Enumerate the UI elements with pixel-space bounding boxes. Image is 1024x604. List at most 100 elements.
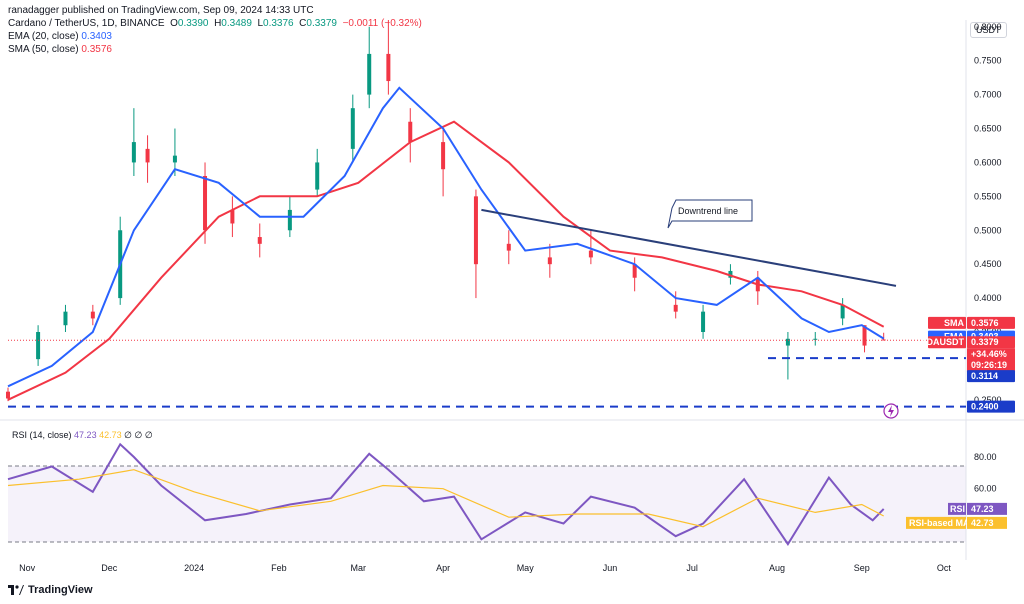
- candle-body-23: [673, 304, 678, 312]
- rsi-ma-tag-label: RSI-based MA: [909, 518, 970, 528]
- rsi-tick-1: 60.00: [974, 484, 997, 494]
- rsi-tick-0: 80.00: [974, 452, 997, 462]
- candle-body-8: [203, 176, 208, 231]
- sma-tag-label: SMA: [944, 318, 965, 328]
- ada-extra-bg: [967, 348, 1015, 373]
- ohlc-h-label: H: [214, 18, 222, 29]
- candle-body-2: [63, 311, 68, 326]
- chart-header: ranadagger published on TradingView.com,…: [8, 4, 422, 56]
- ohlc-l-label: L: [257, 18, 264, 29]
- candle-body-24: [701, 311, 706, 332]
- price-tick-5: 0.5000: [974, 225, 1002, 235]
- candle-body-31: [881, 339, 886, 341]
- price-tick-0: 0.2500: [974, 395, 1002, 405]
- currency-button[interactable]: USDT: [970, 22, 1007, 38]
- sma-tag-value: 0.3576: [971, 318, 999, 328]
- price-tick-3: 0.4000: [974, 293, 1002, 303]
- lightning-icon: [883, 403, 899, 419]
- price-tick-4: 0.4500: [974, 259, 1002, 269]
- candle-body-12: [315, 162, 320, 190]
- time-tick-1: Dec: [101, 563, 118, 573]
- price-tick-11: 0.8000: [974, 22, 1002, 32]
- time-tick-7: Jun: [603, 563, 618, 573]
- ada-tag-label: ADAUSDT: [920, 337, 965, 347]
- rsi-ma-tag-value: 42.73: [971, 518, 994, 528]
- price-tick-7: 0.6000: [974, 157, 1002, 167]
- candle-body-1: [36, 332, 41, 360]
- downtrend-callout: [667, 199, 753, 229]
- rsi-band: [8, 466, 966, 542]
- ada-tag-label-bg: [928, 336, 966, 349]
- rsi-tag-label: RSI: [950, 504, 965, 514]
- rsi-ma-tag-label-bg: [906, 516, 966, 529]
- rsi-legend-value: 47.23: [74, 430, 97, 440]
- tradingview-brand: TradingView: [28, 584, 93, 596]
- ohlc-open: 0.3390: [177, 18, 209, 29]
- candle-body-19: [506, 243, 511, 251]
- support1-tag-value-bg: [967, 370, 1015, 383]
- candle-body-5: [131, 142, 136, 163]
- downtrend-annotation: Downtrend line: [667, 199, 753, 229]
- sma-tag-value-bg: [967, 316, 1015, 329]
- candle-body-6: [145, 148, 150, 163]
- symbol-line: Cardano / TetherUS, 1D, BINANCE O0.3390 …: [8, 17, 422, 30]
- candle-body-10: [257, 237, 262, 244]
- candle-body-22: [632, 264, 637, 278]
- time-tick-3: Feb: [271, 563, 287, 573]
- rsi-axis-ticks: 80.00 60.00: [974, 452, 997, 494]
- time-tick-10: Sep: [854, 563, 870, 573]
- ema-legend-label: EMA (20, close): [8, 31, 79, 42]
- rsi-ma-line: [7, 469, 884, 528]
- sma-legend-value: 0.3576: [81, 44, 112, 55]
- tradingview-logo-icon: [8, 585, 24, 595]
- rsi-legend[interactable]: RSI (14, close) 47.23 42.73 ∅ ∅ ∅: [12, 430, 153, 441]
- candle-body-16: [408, 121, 413, 143]
- ohlc-low: 0.3376: [263, 18, 294, 29]
- rsi-tag-value-bg: [967, 502, 1007, 515]
- time-tick-4: Mar: [351, 563, 367, 573]
- rsi-ma-tag-value-bg: [967, 516, 1007, 529]
- candle-body-25: [728, 270, 733, 278]
- ohlc-close: 0.3379: [306, 18, 337, 29]
- candle-body-9: [230, 209, 235, 224]
- ohlc-o-label: O: [170, 18, 178, 29]
- sma-tag-label-bg: [928, 316, 966, 329]
- downtrend-label: Downtrend line: [678, 206, 738, 216]
- time-tick-2: 2024: [184, 563, 204, 573]
- candle-body-20: [547, 257, 552, 265]
- candle-body-14: [367, 53, 372, 95]
- support2-tag-value: 0.2400: [971, 402, 999, 412]
- candle-body-13: [350, 108, 355, 149]
- candle-body-30: [862, 325, 867, 346]
- ema-legend[interactable]: EMA (20, close) 0.3403: [8, 30, 422, 43]
- tradingview-logo[interactable]: TradingView: [8, 584, 93, 596]
- sma-legend[interactable]: SMA (50, close) 0.3576: [8, 43, 422, 56]
- support2-tag-value-bg: [967, 400, 1015, 413]
- ema-legend-value: 0.3403: [81, 31, 112, 42]
- time-tick-8: Jul: [686, 563, 698, 573]
- rsi-line: [7, 442, 885, 546]
- time-axis-ticks: Nov Dec 2024 Feb Mar Apr May Jun Jul Aug Sep Oct: [19, 563, 951, 573]
- time-tick-5: Apr: [436, 563, 450, 573]
- time-tick-11: Oct: [937, 563, 952, 573]
- candle-body-18: [473, 196, 478, 265]
- ada-tag-value-bg: [967, 336, 1015, 349]
- candle-body-27: [785, 338, 790, 346]
- price-tick-9: 0.7000: [974, 90, 1002, 100]
- ada-countdown: 09:26:19: [971, 360, 1007, 370]
- candle-body-7: [172, 155, 177, 163]
- candle-body-11: [287, 209, 292, 231]
- candles-layer: [6, 20, 886, 402]
- ohlc-change: −0.0011 (−0.32%): [342, 18, 422, 29]
- ada-tag-value: 0.3379: [971, 337, 999, 347]
- time-tick-0: Nov: [19, 563, 36, 573]
- downtrend-line: [481, 208, 897, 287]
- price-tick-10: 0.7500: [974, 56, 1002, 66]
- candle-body-28: [813, 338, 818, 340]
- time-tick-9: Aug: [769, 563, 785, 573]
- symbol-name[interactable]: Cardano / TetherUS, 1D, BINANCE: [8, 18, 165, 29]
- sma-50-line: [7, 120, 885, 401]
- rsi-ma-legend-value: 42.73: [99, 430, 122, 440]
- rsi-legend-label: RSI (14, close): [12, 430, 72, 440]
